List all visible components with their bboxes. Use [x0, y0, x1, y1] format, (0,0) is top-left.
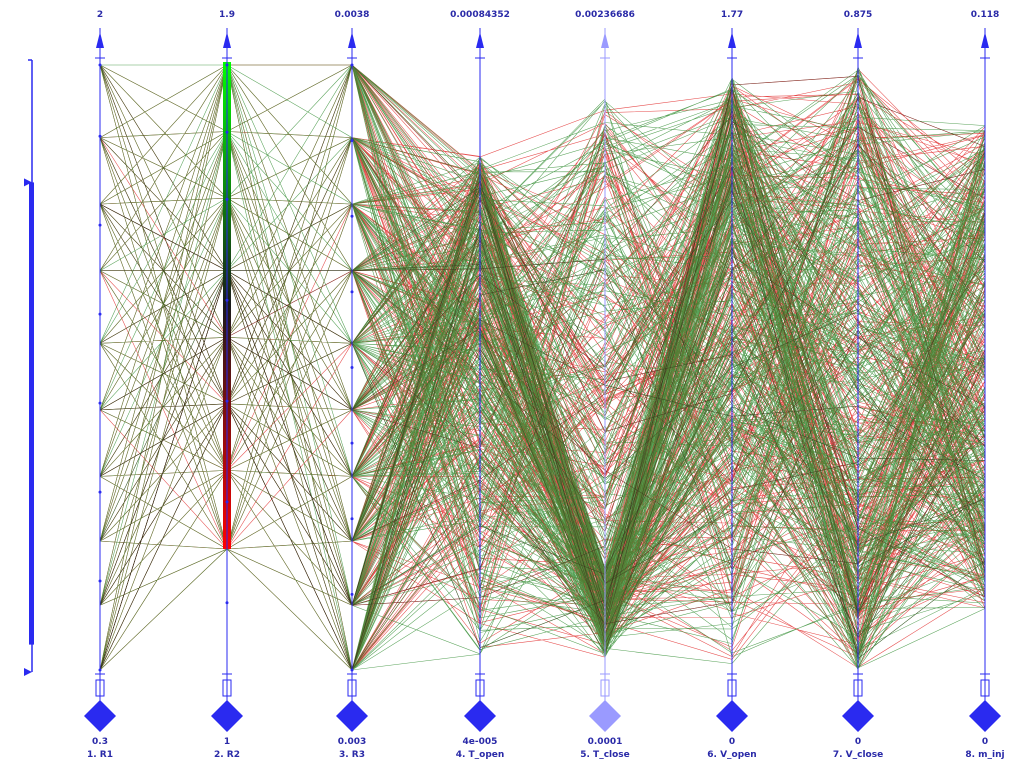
- axis-max-label: 0.00236686: [575, 10, 635, 20]
- axis-name-label: 3. R3: [339, 750, 365, 760]
- axis-tick: [98, 401, 102, 405]
- axis-2: 1.9 1 2. R2: [211, 10, 243, 760]
- axis-tick: [98, 223, 102, 227]
- axis-min-label: 1: [224, 737, 230, 747]
- axis-diamond-icon[interactable]: [464, 700, 496, 732]
- axis-diamond-icon[interactable]: [589, 700, 621, 732]
- axis-4: 0.00084352 4e-005 4. T_open: [450, 10, 510, 760]
- axis-tick: [350, 139, 354, 143]
- axis-name-label: 4. T_open: [456, 750, 505, 760]
- polyline-layer: [99, 63, 986, 672]
- axis-scroll-handle[interactable]: [727, 679, 737, 697]
- axis-max-label: 1.77: [721, 10, 743, 20]
- slider-brush[interactable]: [29, 182, 34, 645]
- axis-diamond-icon[interactable]: [336, 700, 368, 732]
- range-slider[interactable]: [24, 59, 34, 676]
- axis-8: 0.118 0 8. m_inj: [965, 10, 1004, 760]
- axis-min-label: 0.3: [92, 737, 108, 747]
- axis-scroll-handle[interactable]: [853, 679, 863, 697]
- axis-max-label: 2: [97, 10, 103, 20]
- axis-max-label: 0.875: [844, 10, 872, 20]
- axes-layer: 2 0.3 1. R1 1.9 1 2. R2 0.0038 0.003 3. R3 0.0008…: [84, 10, 1005, 760]
- axis-name-label: 8. m_inj: [965, 750, 1004, 760]
- axis-tick: [225, 601, 229, 605]
- axis-diamond-icon[interactable]: [84, 700, 116, 732]
- axis-up-arrow-icon: [476, 32, 484, 48]
- axis-up-arrow-icon: [96, 32, 104, 48]
- slider-bottom-arrow-icon[interactable]: [24, 668, 32, 676]
- axis-tick: [350, 668, 354, 672]
- axis-min-label: 4e-005: [463, 737, 498, 747]
- axis-max-label: 1.9: [219, 10, 235, 20]
- axis-scroll-handle[interactable]: [222, 679, 232, 697]
- axis-scroll-handle[interactable]: [347, 679, 357, 697]
- axis-scroll-handle[interactable]: [475, 679, 485, 697]
- axis-up-arrow-icon: [728, 32, 736, 48]
- axis-tick: [225, 130, 229, 134]
- axis-tick: [350, 63, 354, 67]
- axis-diamond-icon[interactable]: [842, 700, 874, 732]
- axis-up-arrow-icon: [601, 32, 609, 48]
- axis-min-label: 0: [855, 737, 861, 747]
- axis-max-label: 0.118: [971, 10, 999, 20]
- axis-up-arrow-icon: [223, 32, 231, 48]
- axis-tick: [350, 441, 354, 445]
- axis-tick: [350, 592, 354, 596]
- axis-max-label: 0.0038: [335, 10, 370, 20]
- axis-tick: [350, 366, 354, 369]
- polyline-series-dark: [99, 64, 986, 671]
- axis-tick: [350, 517, 354, 521]
- axis-5: 0.00236686 0.0001 5. T_close: [575, 10, 635, 760]
- axis-tick: [225, 63, 229, 67]
- axis-max-label: 0.00084352: [450, 10, 510, 20]
- axis-scroll-handle[interactable]: [980, 679, 990, 697]
- axis-name-label: 5. T_close: [580, 750, 630, 760]
- axis-7: 0.875 0 7. V_close: [833, 10, 883, 760]
- axis-1: 2 0.3 1. R1: [84, 10, 116, 760]
- axis-tick: [98, 490, 102, 494]
- axis-tick: [98, 668, 102, 672]
- axis-min-label: 0.0001: [588, 737, 623, 747]
- axis-tick: [98, 312, 102, 316]
- axis-name-label: 2. R2: [214, 750, 240, 760]
- axis-name-label: 6. V_open: [707, 750, 756, 760]
- axis-min-label: 0: [729, 737, 735, 747]
- axis-tick: [225, 298, 229, 302]
- axis-6: 1.77 0 6. V_open: [707, 10, 756, 760]
- slider-brush-handle-icon[interactable]: [24, 178, 32, 187]
- axis-tick: [225, 197, 229, 201]
- axis-tick: [350, 214, 354, 218]
- axis-scroll-handle[interactable]: [95, 679, 105, 697]
- axis-name-label: 7. V_close: [833, 750, 883, 760]
- axis-up-arrow-icon: [854, 32, 862, 48]
- axis-scroll-handle[interactable]: [600, 679, 610, 697]
- axis-tick: [350, 290, 354, 294]
- axis-diamond-icon[interactable]: [716, 700, 748, 732]
- polyline-series-green: [99, 63, 986, 672]
- axis-min-label: 0: [982, 737, 988, 747]
- axis-tick: [98, 579, 102, 583]
- axis-tick: [98, 134, 102, 138]
- axis-min-label: 0.003: [338, 737, 366, 747]
- axis-tick: [98, 63, 102, 67]
- axis-3: 0.0038 0.003 3. R3: [335, 10, 370, 760]
- axis-tick: [225, 500, 229, 504]
- axis-name-label: 1. R1: [87, 750, 113, 760]
- axis-tick: [225, 399, 229, 403]
- axis-up-arrow-icon: [981, 32, 989, 48]
- axis-diamond-icon[interactable]: [969, 700, 1001, 732]
- axis-up-arrow-icon: [348, 32, 356, 48]
- axis-diamond-icon[interactable]: [211, 700, 243, 732]
